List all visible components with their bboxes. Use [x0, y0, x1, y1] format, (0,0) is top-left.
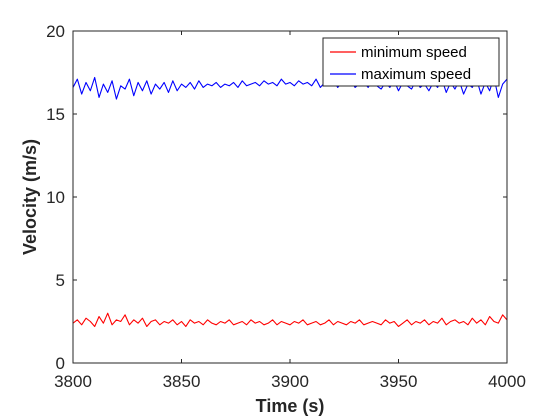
x-axis-title: Time (s) — [256, 396, 325, 416]
x-axis: 3800 3850 3900 3950 4000 — [54, 31, 526, 391]
y-tick-label: 10 — [46, 188, 65, 207]
y-axis-title: Velocity (m/s) — [20, 139, 40, 255]
x-tick-label: 3900 — [271, 372, 309, 391]
y-tick-label: 15 — [46, 105, 65, 124]
legend-box — [322, 37, 500, 87]
x-tick-label: 4000 — [488, 372, 526, 391]
series-line-minimum-speed — [72, 312, 508, 328]
y-axis: 0 5 10 15 20 — [46, 22, 507, 373]
x-tick-label: 3950 — [380, 372, 418, 391]
legend-label-maximum-speed: maximum speed — [361, 66, 471, 83]
y-tick-label: 0 — [56, 354, 65, 373]
y-tick-label: 5 — [56, 271, 65, 290]
legend-label-minimum-speed: minimum speed — [361, 44, 467, 61]
y-tick-label: 20 — [46, 22, 65, 41]
x-tick-label: 3800 — [54, 372, 92, 391]
legend: minimum speed maximum speed — [322, 37, 500, 87]
x-tick-label: 3850 — [163, 372, 201, 391]
